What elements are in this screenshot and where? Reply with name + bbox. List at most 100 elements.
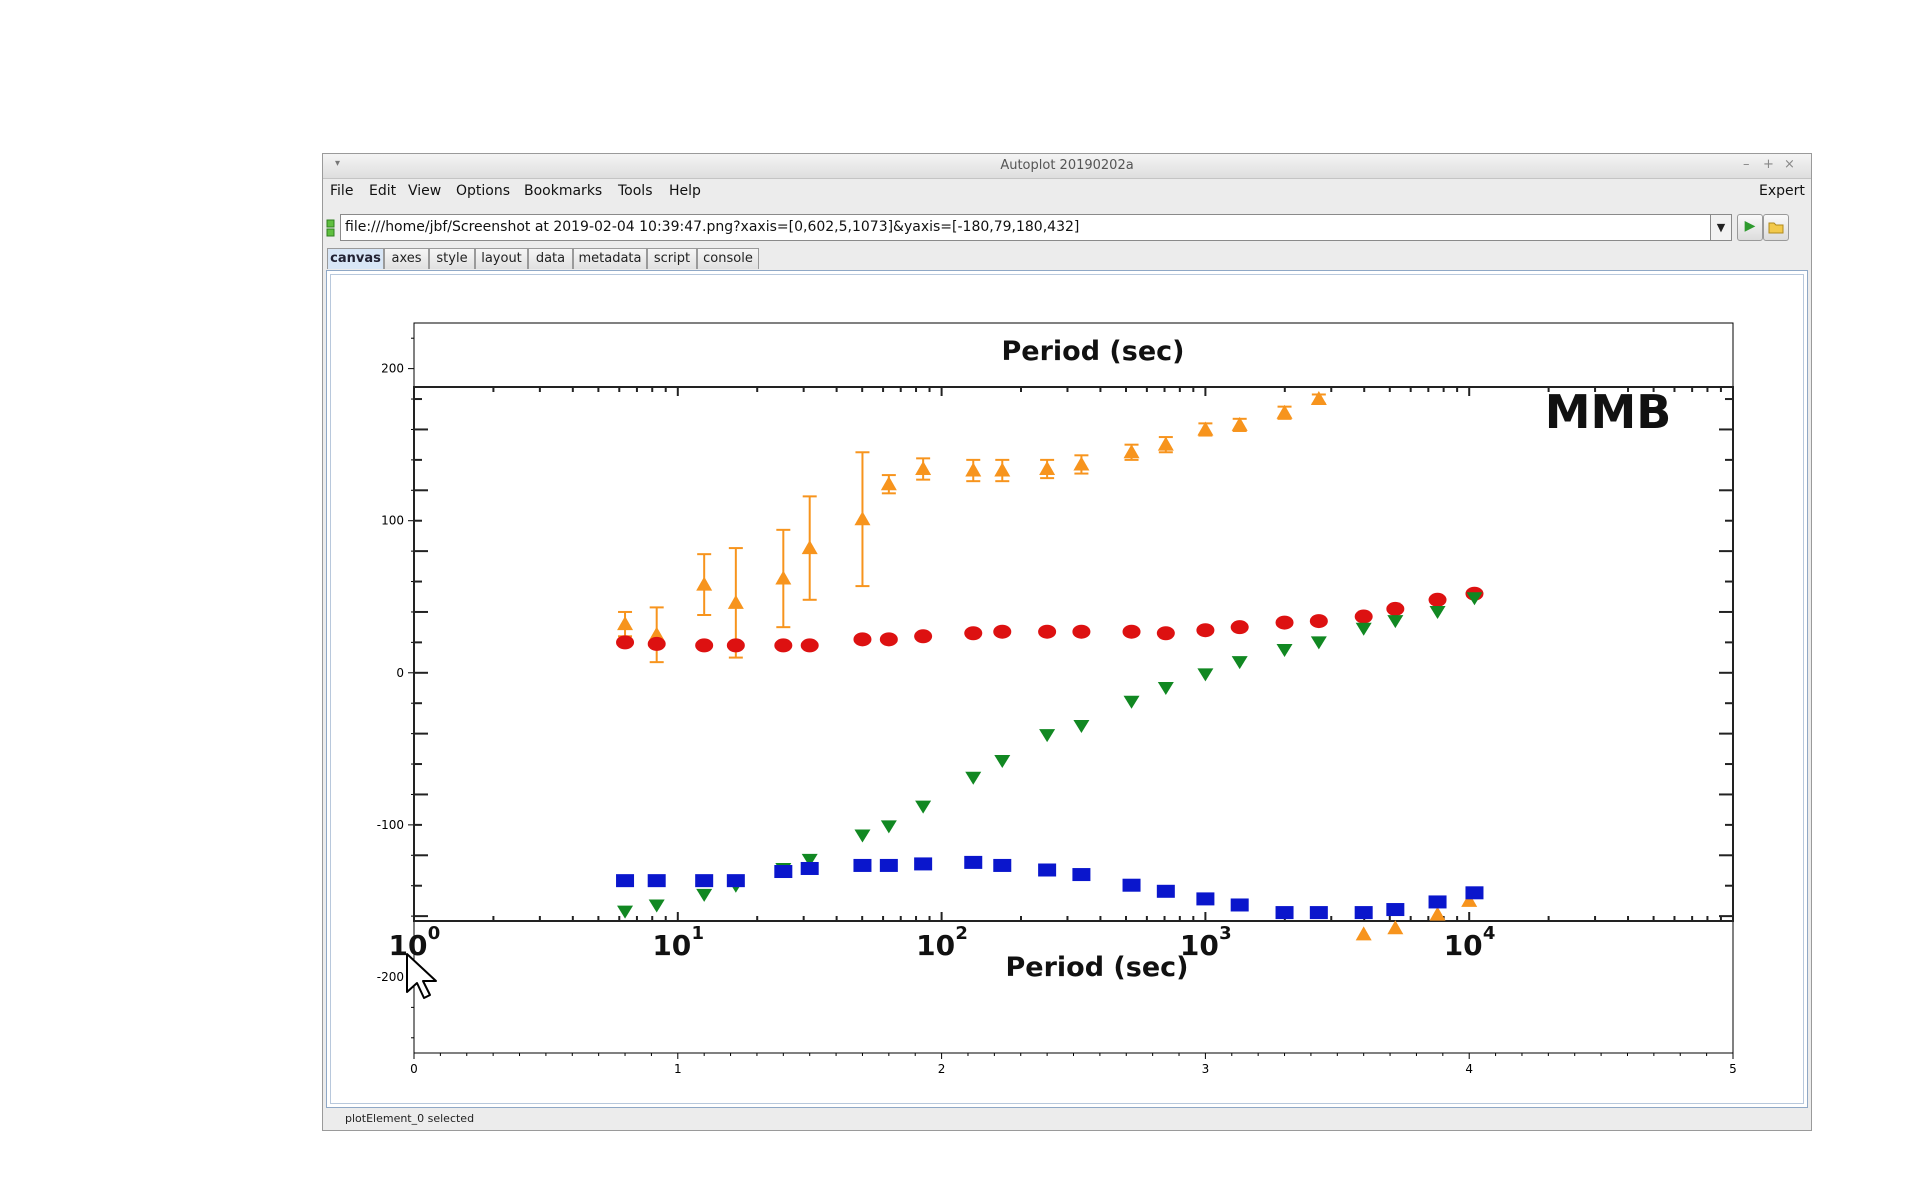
orange-triangle-point [915, 461, 932, 475]
blue-square-point [1072, 868, 1091, 882]
orange-triangle-point [1461, 892, 1478, 907]
blue-square-point [1386, 903, 1405, 917]
x-tick-label: 3 [1202, 1062, 1210, 1076]
orange-triangle-point [727, 594, 744, 609]
image-inner-axes [413, 386, 1734, 922]
menu-view[interactable]: View [408, 183, 442, 199]
image-x-tick-label: 10 [916, 929, 955, 962]
dropdown-arrow-icon[interactable]: ▼ [1710, 214, 1732, 241]
red-circle-point [1428, 592, 1447, 607]
plot-frame [413, 322, 1734, 1054]
orange-triangle-point [801, 540, 818, 555]
orange-triangle-point [1231, 416, 1248, 431]
green-triangle-point [994, 755, 1011, 768]
blue-square-point [800, 861, 819, 875]
tab-script[interactable]: script [647, 248, 697, 269]
go-button[interactable]: ▶ [1737, 214, 1763, 241]
orange-triangle-point [880, 476, 897, 491]
green-triangle-point [1039, 729, 1056, 743]
tab-data[interactable]: data [528, 248, 573, 269]
url-input[interactable]: file:///home/jbf/Screenshot at 2019-02-0… [340, 214, 1716, 241]
x-axis-ticks: 0 1 2 3 4 5 [410, 1053, 1737, 1076]
canvas-inner-border [330, 274, 1804, 1104]
blue-square-point [647, 874, 666, 888]
menu-options[interactable]: Options [456, 183, 511, 199]
close-button[interactable]: × [1784, 157, 1795, 172]
blue-square-point [1465, 886, 1484, 900]
window-title: Autoplot 20190202a [1000, 158, 1134, 173]
blue-square-point [914, 857, 933, 871]
red-circle-point [1230, 620, 1249, 635]
tab-layout[interactable]: layout [475, 248, 528, 269]
orange-triangle-point [1039, 461, 1056, 475]
y-tick-label: -200 [377, 970, 404, 984]
y-tick-label: -100 [377, 818, 404, 832]
red-circle-point [853, 632, 872, 647]
orange-triangle-point [1310, 391, 1327, 406]
maximize-button[interactable]: + [1763, 157, 1774, 172]
tab-console[interactable]: console [697, 248, 759, 269]
browse-button[interactable] [1763, 214, 1789, 241]
green-triangle-point [1276, 643, 1293, 657]
y-tick-label: 0 [396, 666, 404, 680]
blue-square-point [1309, 906, 1328, 920]
orange-triangle-point [648, 626, 665, 641]
minimize-button[interactable]: – [1743, 157, 1750, 172]
menu-expert[interactable]: Expert [1759, 183, 1805, 199]
data-marks [616, 391, 1484, 941]
green-triangle-point [1123, 695, 1140, 709]
play-icon: ▶ [1744, 218, 1756, 234]
image-x-tick-label: 10 [1180, 929, 1219, 962]
blue-square-point [1196, 892, 1215, 906]
green-triangle-point [801, 853, 818, 867]
green-triangle-point [648, 899, 665, 913]
orange-triangle-point [1157, 436, 1174, 451]
blue-square-point [1038, 863, 1057, 877]
red-circle-point [800, 638, 819, 653]
red-circle-point [647, 636, 666, 651]
url-row: file:///home/jbf/Screenshot at 2019-02-0… [323, 214, 1811, 246]
menu-bookmarks[interactable]: Bookmarks [524, 183, 603, 199]
red-circle-point [726, 638, 745, 653]
menu-help[interactable]: Help [669, 183, 701, 199]
image-x-tick-exponent: 1 [692, 923, 705, 944]
red-circle-point [1309, 614, 1328, 629]
green-triangle-point [1231, 656, 1248, 670]
x-tick-label: 1 [674, 1062, 682, 1076]
red-circle-point [1354, 609, 1373, 624]
green-triangle-point [915, 800, 932, 814]
y-tick-label: 100 [381, 514, 404, 528]
green-triangle-point [1466, 592, 1483, 606]
green-triangle-point [1355, 622, 1372, 636]
image-x-tick-labels: 10 0 10 1 10 2 10 3 10 4 [389, 923, 1496, 962]
window-menu-icon[interactable]: ▾ [335, 158, 341, 169]
orange-triangle-point [1387, 920, 1404, 935]
red-circle-point [1156, 626, 1175, 641]
red-circle-point [1275, 615, 1294, 630]
tab-style[interactable]: style [429, 248, 475, 269]
orange-triangle-point [1276, 404, 1293, 419]
blue-square-point [1122, 878, 1141, 892]
red-circle-point [616, 635, 635, 650]
image-ticks [413, 387, 1733, 921]
menu-edit[interactable]: Edit [369, 183, 397, 199]
image-x-tick-exponent: 3 [1219, 923, 1232, 944]
menu-file[interactable]: File [330, 183, 354, 199]
menu-tools[interactable]: Tools [618, 183, 653, 199]
blue-square-point [1156, 884, 1175, 898]
red-circle-point [1122, 624, 1141, 639]
red-circle-point [774, 638, 793, 653]
tab-canvas[interactable]: canvas [327, 248, 384, 269]
status-text: plotElement_0 selected [345, 1112, 475, 1125]
x-tick-label: 2 [938, 1062, 946, 1076]
orange-triangle-point [994, 462, 1011, 477]
tab-axes[interactable]: axes [384, 248, 429, 269]
status-bar: plotElement_0 selected [323, 1106, 1811, 1130]
tab-metadata[interactable]: metadata [573, 248, 647, 269]
blue-square-point [853, 858, 872, 872]
blue-square-point [695, 874, 714, 888]
image-x-tick-exponent: 0 [428, 923, 441, 944]
blue-square-point [1230, 898, 1249, 912]
